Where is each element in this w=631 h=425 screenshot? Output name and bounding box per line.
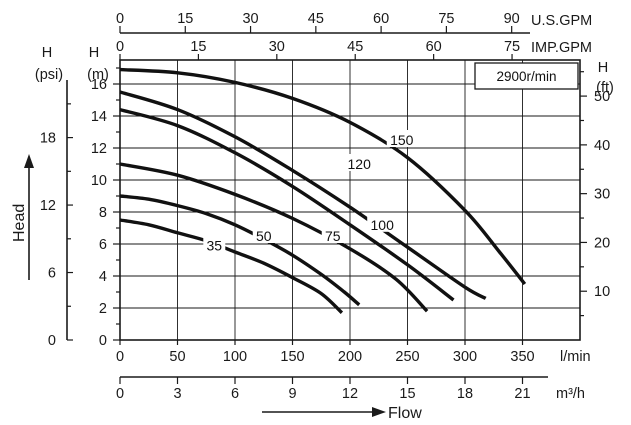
usgpm-tick-label: 30 [242,11,258,27]
curve-label-bg-150 [386,130,417,147]
head-m-tick-label: 2 [99,301,107,317]
head-m-unit: (m) [87,67,109,83]
curve-35 [119,218,344,315]
head-ft-tick-label: 20 [594,235,610,251]
lpm-tick-label: 200 [338,349,362,365]
curve-label-bg-50 [252,226,275,243]
head-arrow-head [24,154,34,168]
curves [119,67,527,315]
m3h-unit-label: m³/h [556,386,585,402]
impgpm-tick-label: 30 [269,39,285,55]
lpm-tick-label: 150 [280,349,304,365]
head-m-tick-label: 12 [91,141,107,157]
m3h-tick-label: 15 [399,386,415,402]
lpm-tick-label: 100 [223,349,247,365]
speed-box: 2900r/min [474,62,579,90]
lpm-tick-label: 250 [395,349,419,365]
head-m-tick-label: 8 [99,205,107,221]
curve-label-75: 75 [325,228,341,244]
head-ft-tick-label: 10 [594,284,610,300]
usgpm-tick-label: 0 [116,11,124,27]
usgpm-tick-label: 15 [177,11,193,27]
usgpm-tick-label: 60 [373,11,389,27]
m3h-tick-label: 6 [231,386,239,402]
curve-label-50: 50 [256,228,272,244]
lpm-tick-label: 350 [510,349,534,365]
head-psi-title: H [42,45,52,61]
flow-title-label: Flow [388,405,422,422]
usgpm-unit-label: U.S.GPM [531,13,592,29]
head-ft-tick-label: 40 [594,138,610,154]
head-m-title: H [89,45,99,61]
head-psi-tick-label: 18 [40,131,56,147]
m3h-tick-label: 18 [457,386,473,402]
m3h-tick-label: 3 [173,386,181,402]
head-m-tick-label: 0 [99,333,107,349]
curve-120 [119,90,487,300]
head-m-tick-label: 4 [99,269,107,285]
labels: 35 50 75 100 120 150 [203,130,417,254]
head-psi-unit: (psi) [35,67,63,83]
impgpm-tick-label: 0 [116,39,124,55]
curve-150 [119,67,527,286]
m3h-tick-label: 9 [288,386,296,402]
head-ft-tick-label: 30 [594,187,610,203]
head-m-tick-label: 16 [91,77,107,93]
curve-100 [119,107,455,302]
curve-75 [119,162,429,313]
m3h-tick-label: 12 [342,386,358,402]
head-m-tick-label: 6 [99,237,107,253]
curve-label-bg-75 [321,226,344,243]
curve-label-35: 35 [207,238,223,254]
curve-label-bg-120 [344,154,375,171]
m3h-tick-label: 21 [514,386,530,402]
head-title: Head [11,154,34,280]
usgpm-tick-label: 90 [504,11,520,27]
m3h-tick-label: 0 [116,386,124,402]
impgpm-tick-label: 60 [426,39,442,55]
impgpm-tick-label: 15 [190,39,206,55]
head-psi-tick-label: 6 [48,266,56,282]
head-ft-title: H [598,60,608,76]
curve-label-bg-100 [367,214,398,232]
lpm-tick-label: 0 [116,349,124,365]
head-ft-tick-label: 50 [594,89,610,105]
impgpm-tick-label: 75 [504,39,520,55]
curve-label-150: 150 [390,132,414,148]
speed-box-frame [474,62,579,90]
usgpm-tick-label: 75 [438,11,454,27]
lpm-unit-label: l/min [560,349,591,365]
head-m-tick-label: 14 [91,109,107,125]
head-m-tick-label: 10 [91,173,107,189]
head-psi-tick-label: 12 [40,198,56,214]
flow-arrow-head [372,407,386,417]
impgpm-unit-label: IMP.GPM [531,40,592,56]
lpm-tick-label: 300 [453,349,477,365]
curve-label-bg-35 [203,235,226,253]
curve-label-120: 120 [348,156,372,172]
impgpm-tick-label: 45 [347,39,363,55]
curve-label-100: 100 [371,217,395,233]
speed-label: 2900r/min [496,69,556,84]
usgpm-tick-label: 45 [308,11,324,27]
flow-title: Flow [262,405,422,422]
head-psi-tick-label: 0 [48,333,56,349]
head-ft-unit: (ft) [596,80,614,96]
curve-50 [119,194,361,307]
head-title-label: Head [11,204,28,242]
lpm-tick-label: 50 [169,349,185,365]
